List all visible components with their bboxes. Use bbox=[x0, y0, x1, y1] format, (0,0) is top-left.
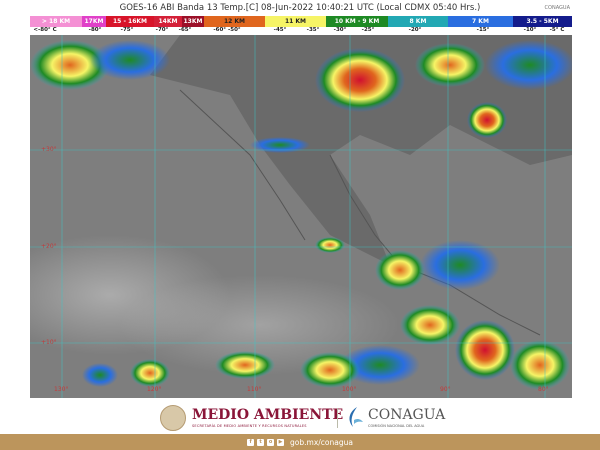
footer-bar: f t o ▶ gob.mx/conagua bbox=[0, 434, 600, 450]
temp-label: -80° bbox=[88, 27, 102, 33]
latitude-label: +10° bbox=[41, 339, 57, 346]
temp-label: <-80° C bbox=[33, 27, 57, 33]
temp-label: -60° -50° bbox=[213, 27, 241, 33]
temp-label: -30° bbox=[333, 27, 347, 33]
conagua-wave-icon bbox=[349, 407, 363, 427]
temp-label: -75° bbox=[120, 27, 134, 33]
legend-segment: 12 KM bbox=[204, 16, 265, 27]
medio-ambiente-logo: MEDIO AMBIENTE bbox=[192, 407, 344, 423]
longitude-label: 90° bbox=[440, 386, 451, 393]
temp-label: -35° bbox=[306, 27, 320, 33]
medio-ambiente-subtitle: SECRETARÍA DE MEDIO AMBIENTE Y RECURSOS … bbox=[192, 424, 307, 428]
longitude-label: 120° bbox=[147, 386, 162, 393]
instagram-icon[interactable]: o bbox=[267, 438, 275, 446]
conagua-subtitle: COMISIÓN NACIONAL DEL AGUA bbox=[368, 424, 425, 428]
legend-segment: 3.5 - 5KM bbox=[513, 16, 572, 27]
mexico-seal-icon bbox=[160, 405, 186, 431]
legend-segment: 7 KM bbox=[448, 16, 513, 27]
legend-segment: 17KM bbox=[82, 16, 106, 27]
legend-segment: 15 - 16KM bbox=[106, 16, 154, 27]
longitude-label: 100° bbox=[342, 386, 357, 393]
temp-label: -5° C bbox=[549, 27, 565, 33]
youtube-icon[interactable]: ▶ bbox=[277, 438, 285, 446]
facebook-icon[interactable]: f bbox=[247, 438, 255, 446]
longitude-label: 80° bbox=[538, 386, 549, 393]
legend-segment: > 18 KM bbox=[30, 16, 82, 27]
legend-segment: 14KM bbox=[154, 16, 182, 27]
latitude-label: +20° bbox=[41, 243, 57, 250]
temp-label: -65° bbox=[178, 27, 192, 33]
satellite-image: +30° +20° +10° 130° 120° 110° 100° 90° 8… bbox=[30, 35, 572, 398]
temp-label: -20° bbox=[408, 27, 422, 33]
longitude-label: 110° bbox=[247, 386, 262, 393]
legend-segment: 13KM bbox=[182, 16, 204, 27]
temp-label: -15° bbox=[476, 27, 490, 33]
conagua-logo: CONAGUA bbox=[368, 407, 446, 423]
cloud-top-height-legend: > 18 KM 17KM 15 - 16KM 14KM 13KM 12 KM 1… bbox=[30, 16, 572, 27]
legend-segment: 10 KM - 9 KM bbox=[326, 16, 388, 27]
legend-segment: 11 KM bbox=[265, 16, 326, 27]
temp-label: -10° bbox=[523, 27, 537, 33]
longitude-label: 130° bbox=[54, 386, 69, 393]
website-link[interactable]: gob.mx/conagua bbox=[290, 437, 353, 447]
conagua-small-logo: CONAGUA bbox=[544, 5, 570, 11]
temp-label: -45° bbox=[273, 27, 287, 33]
temperature-scale: <-80° C -80° -75° -70° -65° -60° -50° -4… bbox=[30, 27, 572, 35]
temp-label: -70° bbox=[155, 27, 169, 33]
twitter-icon[interactable]: t bbox=[257, 438, 265, 446]
latitude-label: +30° bbox=[41, 146, 57, 153]
legend-segment: 8 KM bbox=[388, 16, 448, 27]
image-title: GOES-16 ABI Banda 13 Temp.[C] 08-Jun-202… bbox=[119, 3, 481, 13]
temp-label: -25° bbox=[361, 27, 375, 33]
divider bbox=[337, 408, 338, 428]
footer-logos: MEDIO AMBIENTE SECRETARÍA DE MEDIO AMBIE… bbox=[0, 403, 600, 433]
